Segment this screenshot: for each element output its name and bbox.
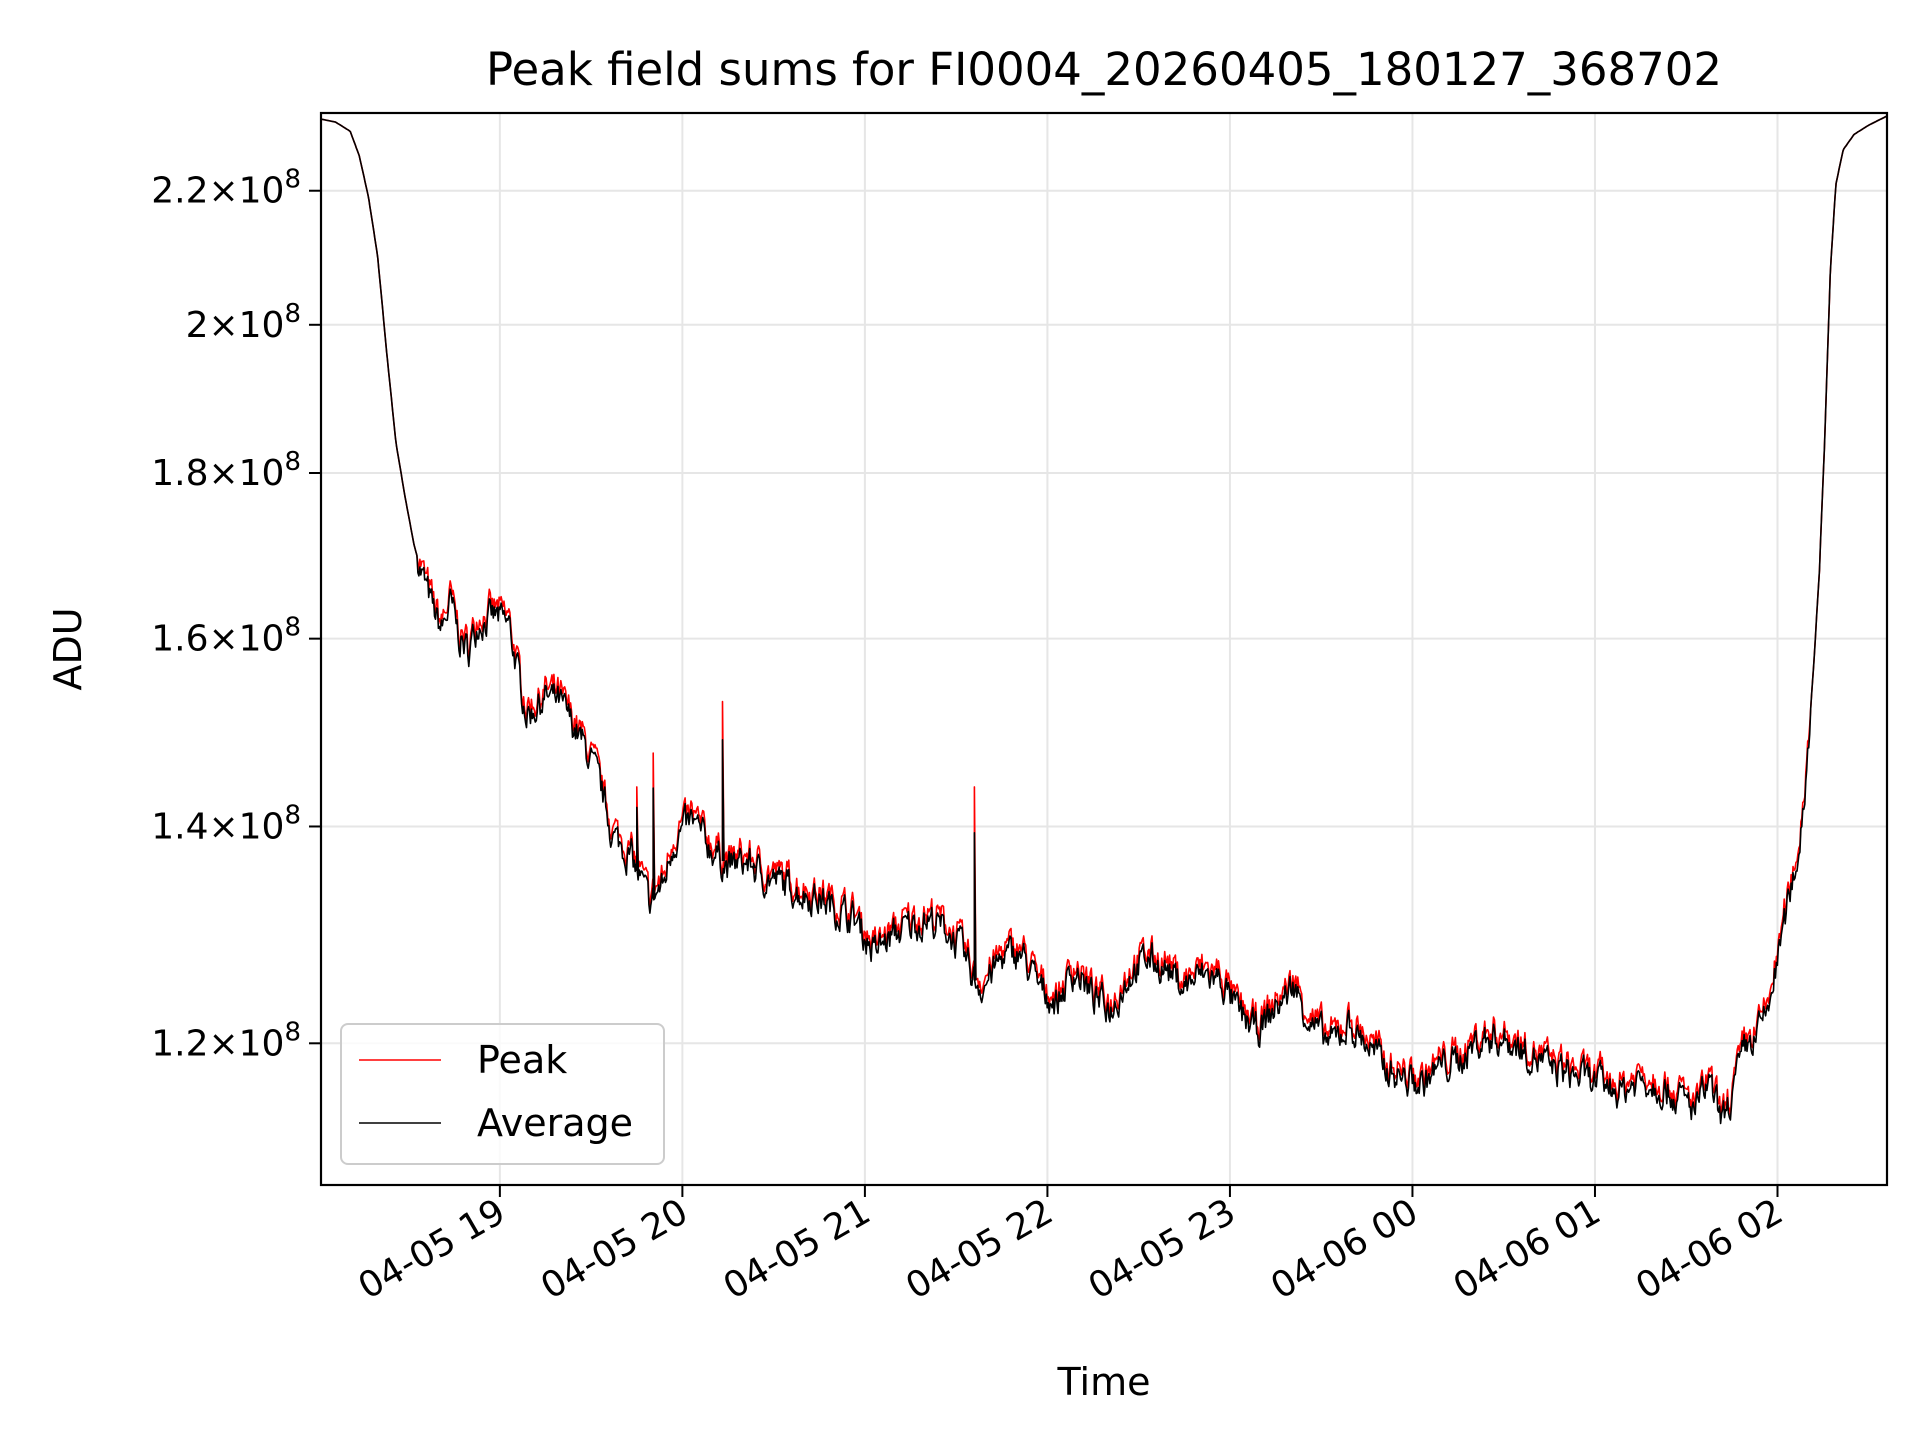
y-axis-ticks: 1.2×108 1.4×108 1.6×108 1.8×108 2×108 2.2×108 bbox=[151, 165, 321, 1064]
y-tick-label: 1.6×108 bbox=[151, 613, 301, 660]
y-tick-label: 2.2×108 bbox=[151, 165, 301, 212]
chart-title: Peak field sums for FI0004_20260405_1801… bbox=[486, 43, 1722, 96]
legend-average-label: Average bbox=[477, 1101, 633, 1145]
y-axis-label: ADU bbox=[46, 607, 90, 690]
peak-series-line bbox=[320, 115, 1888, 1117]
x-axis-label: Time bbox=[1057, 1360, 1151, 1404]
series-layer bbox=[320, 115, 1888, 1125]
legend: Peak Average bbox=[340, 1023, 665, 1165]
legend-box bbox=[340, 1023, 665, 1165]
average-series-line bbox=[320, 115, 1888, 1125]
y-tick-label: 1.8×108 bbox=[151, 447, 301, 494]
grid bbox=[321, 113, 1887, 1185]
legend-peak-label: Peak bbox=[477, 1038, 567, 1082]
y-tick-label: 2×108 bbox=[186, 299, 301, 346]
y-tick-label: 1.4×108 bbox=[151, 800, 301, 847]
y-tick-label: 1.2×108 bbox=[151, 1017, 301, 1064]
plot-frame bbox=[319, 111, 1889, 1187]
